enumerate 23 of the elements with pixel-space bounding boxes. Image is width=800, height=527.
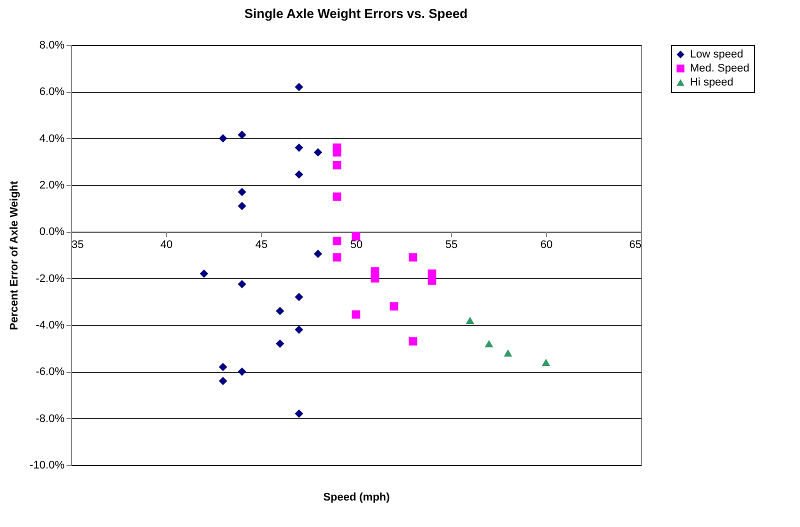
y-tick-label: -10.0% <box>30 460 65 472</box>
x-tick-label: 40 <box>160 239 173 252</box>
legend-label: Low speed <box>690 48 744 60</box>
x-tick-label: 35 <box>72 239 84 252</box>
legend-label: Med. Speed <box>690 62 750 74</box>
legend-label: Hi speed <box>690 76 734 88</box>
x-tick-label: 50 <box>350 239 363 252</box>
y-tick-label: 0.0% <box>39 226 65 238</box>
y-tick-label: -8.0% <box>36 412 65 425</box>
chart-title: Single Axle Weight Errors vs. Speed <box>244 6 468 21</box>
y-tick-label: 4.0% <box>39 132 65 145</box>
y-tick-label: 8.0% <box>39 40 65 52</box>
x-tick-label: 55 <box>445 239 458 252</box>
y-tick-label: 2.0% <box>39 180 65 192</box>
x-tick-label: 60 <box>540 239 553 252</box>
y-tick-label: -6.0% <box>36 366 65 378</box>
y-tick-label: 6.0% <box>39 86 65 98</box>
y-tick-label: -4.0% <box>36 320 65 332</box>
y-tick-label: -2.0% <box>36 272 65 285</box>
x-axis-title: Speed (mph) <box>323 492 390 504</box>
x-tick-label: 65 <box>629 239 642 252</box>
x-tick-label: 45 <box>255 239 268 252</box>
y-axis-title: Percent Error of Axle Weight <box>8 180 21 330</box>
